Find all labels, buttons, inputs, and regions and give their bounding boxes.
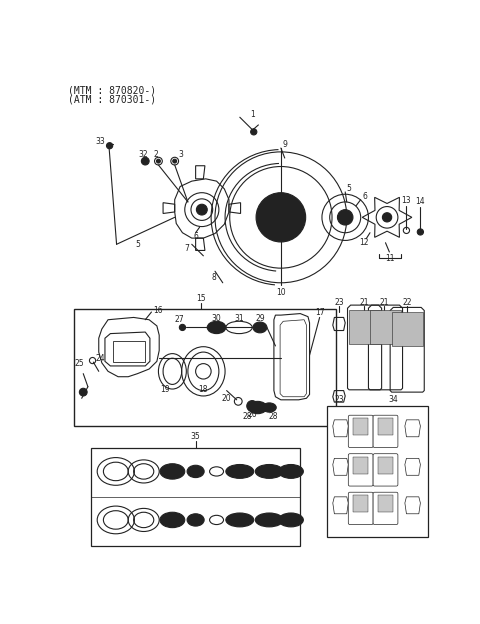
Circle shape	[251, 129, 257, 135]
Text: 5: 5	[135, 240, 140, 249]
FancyBboxPatch shape	[373, 454, 398, 486]
Ellipse shape	[278, 513, 303, 527]
Text: 25: 25	[74, 359, 84, 368]
Bar	[74, 309, 336, 426]
Text: 18: 18	[199, 384, 208, 394]
Bar	[378, 418, 393, 436]
Ellipse shape	[255, 513, 283, 527]
Bar	[353, 457, 369, 474]
FancyBboxPatch shape	[373, 415, 398, 447]
FancyBboxPatch shape	[373, 492, 398, 525]
Text: 2: 2	[154, 150, 158, 160]
Text: 28: 28	[243, 412, 252, 421]
Ellipse shape	[226, 464, 254, 479]
Text: 20: 20	[222, 394, 231, 402]
Text: 19: 19	[160, 384, 169, 394]
Text: 33: 33	[96, 137, 105, 147]
Circle shape	[173, 159, 177, 163]
FancyBboxPatch shape	[348, 492, 373, 525]
Text: 13: 13	[402, 196, 411, 205]
Circle shape	[337, 210, 353, 225]
Text: (MTM : 870820-): (MTM : 870820-)	[68, 85, 156, 95]
Text: 15: 15	[196, 294, 206, 303]
Bar	[392, 312, 423, 346]
Text: 8: 8	[211, 273, 216, 282]
Bar	[91, 447, 300, 546]
Circle shape	[142, 157, 149, 165]
Text: 21: 21	[379, 298, 389, 306]
Bar	[327, 406, 428, 537]
Text: 1: 1	[250, 110, 254, 119]
Bar	[370, 310, 401, 344]
Text: 30: 30	[212, 314, 221, 323]
Circle shape	[180, 324, 186, 331]
Ellipse shape	[253, 322, 267, 333]
Ellipse shape	[226, 513, 254, 527]
Text: 23: 23	[334, 396, 344, 404]
Text: 16: 16	[153, 306, 162, 315]
Text: 35: 35	[191, 432, 201, 441]
Circle shape	[417, 229, 423, 235]
Text: 23: 23	[334, 298, 344, 306]
Ellipse shape	[187, 514, 204, 526]
Text: 31: 31	[234, 314, 244, 323]
Circle shape	[107, 143, 113, 149]
Ellipse shape	[255, 464, 283, 479]
Bar	[378, 457, 393, 474]
Ellipse shape	[262, 403, 276, 412]
Circle shape	[247, 401, 258, 411]
Bar	[353, 418, 369, 436]
Text: 34: 34	[388, 396, 398, 404]
Text: 32: 32	[138, 150, 148, 160]
Bar	[378, 495, 393, 512]
Text: 9: 9	[282, 140, 287, 149]
Text: 29: 29	[255, 314, 265, 323]
Bar	[353, 495, 369, 512]
Text: 22: 22	[402, 298, 412, 306]
Circle shape	[383, 213, 392, 222]
Text: 6: 6	[362, 192, 367, 201]
Circle shape	[156, 159, 160, 163]
Text: 27: 27	[175, 315, 184, 324]
Text: 6: 6	[193, 232, 198, 241]
Ellipse shape	[248, 401, 267, 414]
Text: 12: 12	[359, 238, 369, 247]
Text: 28: 28	[268, 412, 278, 421]
Circle shape	[256, 193, 306, 242]
Bar	[113, 341, 145, 362]
Circle shape	[196, 204, 207, 215]
Text: (ATM : 870301-): (ATM : 870301-)	[68, 95, 156, 105]
Ellipse shape	[207, 321, 226, 334]
Text: 7: 7	[184, 245, 189, 253]
Text: 21: 21	[359, 298, 369, 306]
Text: 14: 14	[416, 197, 425, 206]
Circle shape	[79, 388, 87, 396]
Text: 24: 24	[96, 354, 105, 363]
Text: 26: 26	[247, 410, 257, 419]
Text: 10: 10	[276, 288, 286, 296]
Ellipse shape	[160, 464, 185, 479]
Ellipse shape	[187, 466, 204, 477]
Text: 11: 11	[385, 253, 395, 263]
Ellipse shape	[278, 464, 303, 479]
Text: 5: 5	[346, 183, 351, 193]
Text: 3: 3	[179, 150, 183, 160]
Ellipse shape	[160, 512, 185, 528]
FancyBboxPatch shape	[348, 454, 373, 486]
Text: 17: 17	[315, 308, 324, 316]
FancyBboxPatch shape	[348, 415, 373, 447]
Bar	[349, 310, 380, 344]
